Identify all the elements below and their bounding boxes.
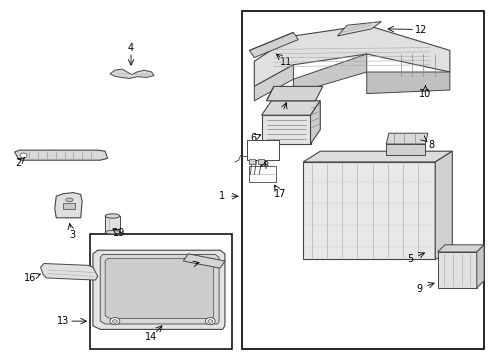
Circle shape (207, 320, 212, 323)
Text: 7: 7 (278, 111, 284, 121)
Polygon shape (337, 22, 381, 36)
Polygon shape (110, 69, 154, 78)
Text: 18: 18 (257, 161, 270, 171)
Bar (242, 11, 483, 349)
Ellipse shape (65, 198, 73, 202)
Circle shape (20, 153, 27, 158)
Polygon shape (303, 162, 434, 259)
Text: 3: 3 (69, 230, 75, 240)
Polygon shape (249, 32, 298, 58)
Bar (249, 166, 276, 182)
Polygon shape (476, 245, 483, 288)
Text: 2: 2 (16, 158, 21, 168)
Bar (249, 159, 255, 164)
Text: 17: 17 (273, 189, 285, 199)
Polygon shape (254, 65, 293, 101)
Polygon shape (41, 264, 98, 280)
Text: 12: 12 (414, 24, 427, 35)
Bar (258, 159, 264, 164)
Bar (90, 234, 232, 349)
Polygon shape (55, 193, 82, 218)
Polygon shape (100, 255, 219, 324)
Text: 6: 6 (250, 133, 256, 143)
Bar (62, 203, 75, 209)
Polygon shape (386, 144, 425, 155)
Circle shape (112, 320, 117, 323)
Polygon shape (366, 72, 449, 94)
Polygon shape (293, 54, 366, 94)
Text: 4: 4 (128, 42, 134, 53)
Polygon shape (254, 25, 449, 86)
Polygon shape (310, 101, 320, 144)
Bar (105, 216, 120, 232)
Polygon shape (437, 252, 476, 288)
Polygon shape (261, 101, 320, 115)
Text: 5: 5 (407, 254, 413, 264)
Polygon shape (105, 258, 213, 319)
Polygon shape (261, 115, 310, 144)
Circle shape (205, 318, 215, 325)
Text: 9: 9 (416, 284, 422, 294)
Bar (246, 140, 278, 160)
Text: 15: 15 (181, 260, 193, 270)
Text: 13: 13 (56, 316, 69, 326)
Text: 11: 11 (280, 57, 292, 67)
Polygon shape (303, 151, 451, 162)
Ellipse shape (105, 214, 120, 218)
Polygon shape (266, 86, 322, 101)
Polygon shape (183, 254, 224, 268)
Text: 14: 14 (144, 332, 157, 342)
Polygon shape (93, 250, 224, 329)
Circle shape (110, 318, 120, 325)
Ellipse shape (105, 230, 120, 234)
Text: 8: 8 (427, 140, 433, 150)
Text: 10: 10 (418, 89, 431, 99)
Polygon shape (437, 245, 483, 252)
Polygon shape (434, 151, 451, 259)
Text: 19: 19 (112, 228, 125, 238)
Text: 16: 16 (24, 273, 37, 283)
Polygon shape (386, 133, 427, 144)
Text: 1: 1 (219, 191, 225, 201)
Polygon shape (15, 150, 107, 160)
